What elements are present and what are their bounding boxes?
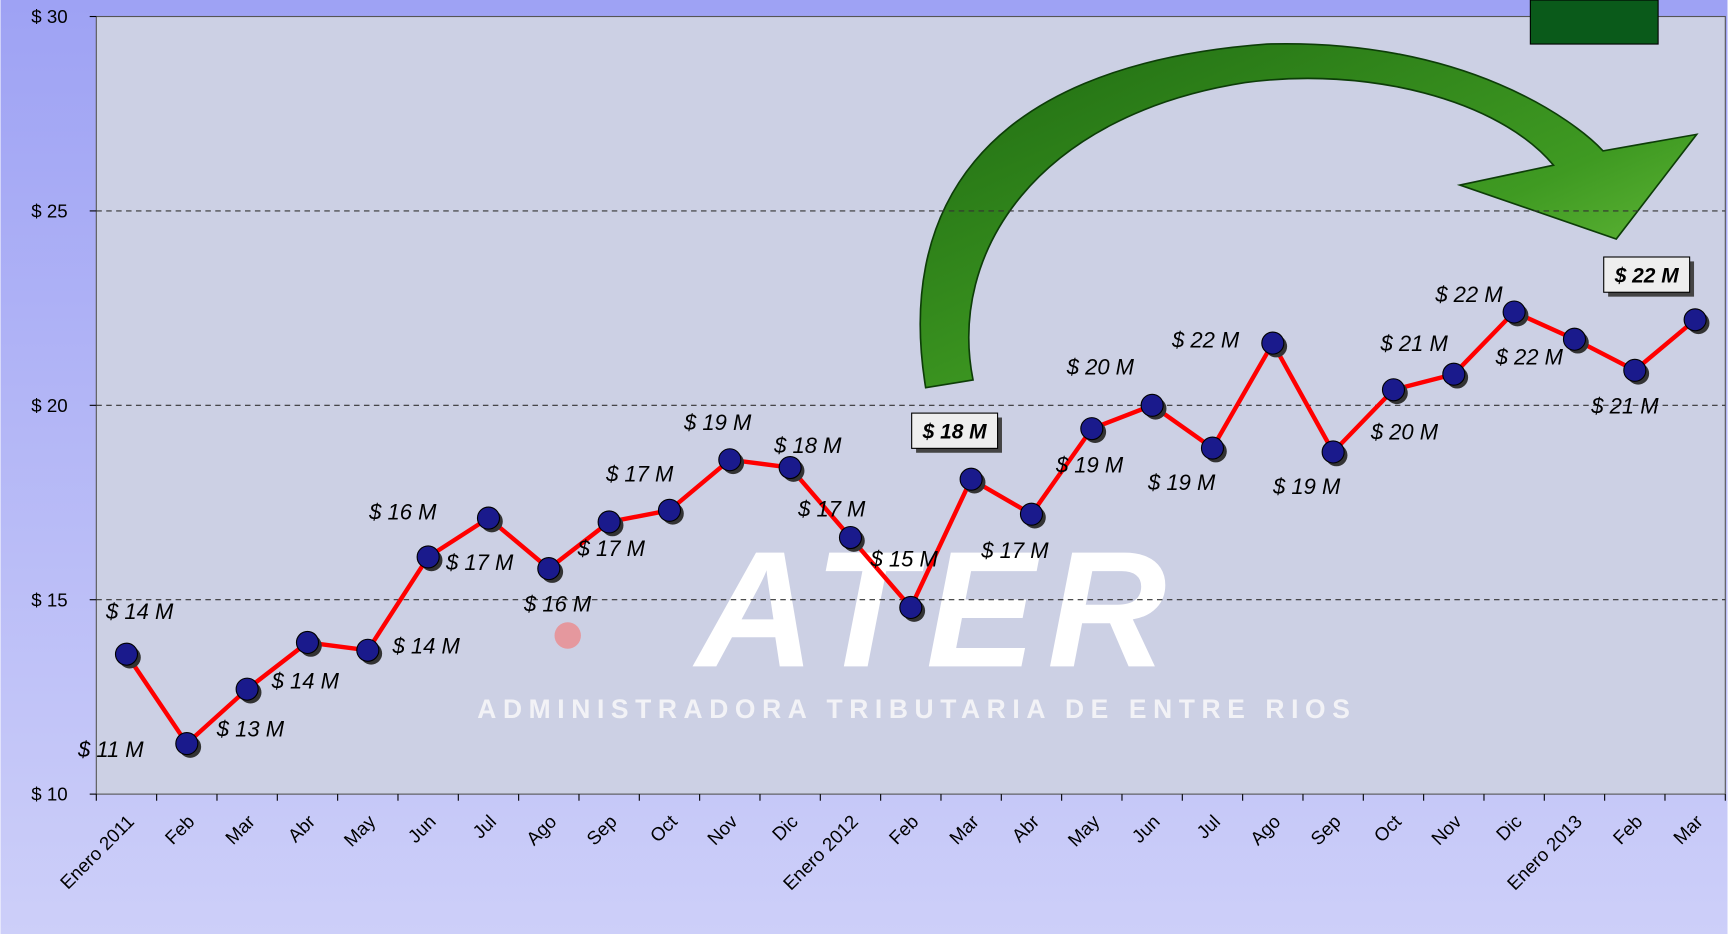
data-label: $ 20 M — [1066, 354, 1135, 379]
data-point — [1322, 441, 1344, 463]
data-label: $ 16 M — [368, 500, 437, 525]
y-tick-label: $ 25 — [31, 201, 67, 222]
data-label: $ 14 M — [392, 634, 461, 659]
watermark-subtitle: ADMINISTRADORA TRIBUTARIA DE ENTRE RIOS — [477, 694, 1356, 724]
data-label: $ 22 M — [1434, 282, 1503, 307]
data-point — [658, 499, 680, 521]
data-point — [236, 678, 258, 700]
data-point — [1563, 328, 1585, 350]
data-label: $ 17 M — [605, 462, 674, 487]
data-label: $ 16 M — [523, 592, 592, 617]
data-label: $ 17 M — [980, 538, 1049, 563]
data-point — [357, 639, 379, 661]
data-point — [779, 457, 801, 479]
data-label: $ 13 M — [216, 717, 285, 742]
data-label: $ 14 M — [105, 599, 174, 624]
data-point — [839, 526, 861, 548]
data-point — [1020, 503, 1042, 525]
data-label: $ 22 M — [1614, 264, 1679, 287]
data-label: $ 17 M — [577, 536, 646, 561]
data-label: $ 20 M — [1370, 419, 1439, 444]
data-point — [296, 631, 318, 653]
data-label: $ 21 M — [1380, 331, 1449, 356]
data-point — [960, 468, 982, 490]
data-point — [1201, 437, 1223, 459]
data-label: $ 19 M — [1272, 474, 1341, 499]
data-label: $ 17 M — [797, 497, 866, 522]
y-tick-label: $ 30 — [31, 6, 67, 27]
y-tick-label: $ 15 — [31, 589, 67, 610]
data-label: $ 18 M — [922, 420, 987, 443]
data-label: $ 14 M — [271, 669, 340, 694]
y-tick-label: $ 10 — [31, 784, 67, 805]
data-point — [719, 449, 741, 471]
data-point — [1624, 359, 1646, 381]
data-point — [1141, 394, 1163, 416]
data-point — [1443, 363, 1465, 385]
data-label: $ 17 M — [445, 550, 514, 575]
corner-box — [1530, 0, 1658, 44]
chart: ATER ADMINISTRADORA TRIBUTARIA DE ENTRE … — [0, 0, 1728, 934]
data-point — [900, 596, 922, 618]
data-point — [176, 733, 198, 755]
data-point — [1081, 418, 1103, 440]
data-point — [1684, 309, 1706, 331]
data-label: $ 18 M — [773, 433, 842, 458]
watermark-dot — [555, 622, 581, 648]
data-label: $ 22 M — [1495, 345, 1564, 370]
data-label: $ 19 M — [1055, 453, 1124, 478]
data-point — [115, 643, 137, 665]
data-point — [1382, 379, 1404, 401]
data-point — [1503, 301, 1525, 323]
data-point — [538, 558, 560, 580]
data-point — [598, 511, 620, 533]
data-label: $ 19 M — [1147, 470, 1216, 495]
data-label: $ 11 M — [77, 737, 144, 762]
watermark-title: ATER — [692, 517, 1178, 702]
data-point — [477, 507, 499, 529]
data-label: $ 21 M — [1590, 393, 1659, 418]
data-label: $ 22 M — [1171, 328, 1240, 353]
data-point — [1262, 332, 1284, 354]
data-point — [417, 546, 439, 568]
data-label: $ 15 M — [870, 547, 939, 572]
y-tick-label: $ 20 — [31, 395, 67, 416]
data-label: $ 19 M — [683, 410, 752, 435]
